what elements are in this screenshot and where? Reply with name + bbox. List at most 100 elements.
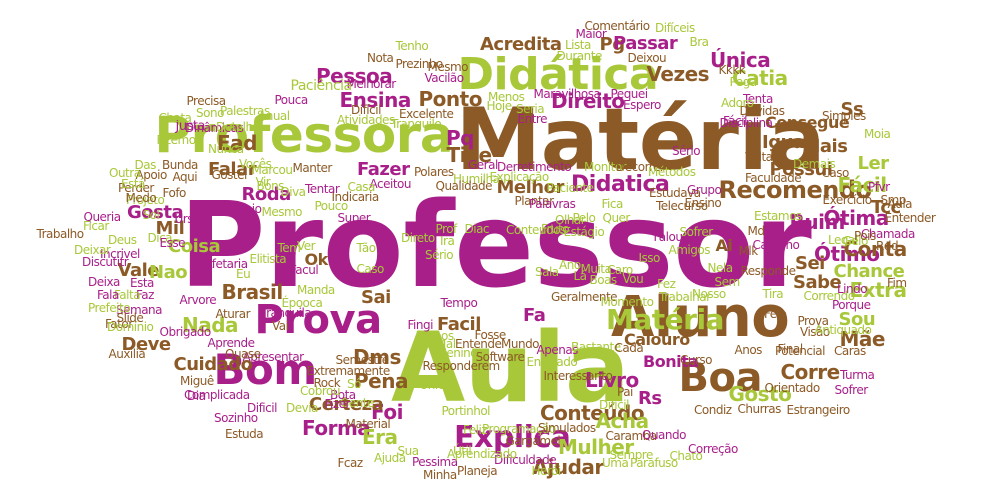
cloud-word: Estuda (225, 427, 264, 441)
cloud-word: Roda (241, 184, 292, 205)
cloud-word: Ai (715, 236, 733, 255)
cloud-word: Acredita (480, 34, 562, 55)
cloud-word: Fez (657, 277, 676, 291)
cloud-word: Sempre (609, 448, 654, 462)
cloud-word: Trabalho (36, 227, 85, 241)
cloud-word: Pequei (610, 87, 649, 101)
cloud-word: Vídeos (416, 329, 455, 343)
cloud-word: Igual (762, 132, 811, 153)
cloud-word: Rs (638, 388, 662, 409)
cloud-word: Ensinado (526, 355, 578, 369)
cloud-word: Mãe (839, 327, 886, 351)
cloud-word: Humilha (453, 172, 500, 186)
cloud-word: Aturar (215, 307, 251, 321)
cloud-word: Cuidado (173, 354, 253, 375)
cloud-word: Útil (453, 444, 472, 458)
cloud-word: Melhor (496, 177, 565, 198)
cloud-word: Pouco (314, 199, 349, 213)
cloud-word: Sua (397, 444, 420, 458)
cloud-word: Mil (155, 218, 185, 239)
cloud-word: Tentar (305, 182, 340, 196)
cloud-word: Pois (854, 229, 876, 243)
cloud-word: Difíceis (655, 21, 695, 35)
cloud-word: Professor (179, 176, 812, 314)
cloud-word: Deixou (627, 51, 667, 65)
cloud-word: Cobrou (300, 384, 340, 398)
cloud-word: Bom (213, 345, 318, 394)
cloud-word: Responderem (422, 359, 501, 373)
cloud-word: Voltar (745, 150, 777, 164)
cloud-word: Ead (217, 131, 257, 155)
cloud-word: Pena (354, 369, 408, 393)
cloud-word: Sala (535, 265, 559, 279)
cloud-word: Vocês (239, 157, 272, 171)
cloud-word: Tempo (440, 296, 478, 310)
cloud-word: Ler (857, 153, 890, 174)
cloud-word: Passar (613, 33, 678, 54)
cloud-word: Quase (225, 347, 261, 361)
cloud-word: Feliz (463, 423, 488, 437)
cloud-word: Discutitr (82, 255, 129, 269)
cloud-word: Dica (147, 231, 173, 245)
cloud-word: Rdd (876, 239, 899, 253)
cloud-word: Palestras (220, 104, 270, 118)
cloud-word: Trabalhar (659, 290, 711, 304)
cloud-word: Prof (435, 222, 458, 236)
cloud-word: Devia (286, 401, 318, 415)
cloud-word: Super (337, 211, 371, 225)
cloud-word: Material (345, 417, 391, 431)
cloud-word: Churras (737, 402, 782, 416)
cloud-word: Nela (707, 261, 734, 275)
cloud-word: Pega (729, 75, 758, 89)
cloud-word: Apresentar (242, 350, 305, 364)
cloud-word: Direito (551, 89, 625, 113)
cloud-word: Fruto (541, 222, 570, 236)
cloud-word: Maravilhosa (533, 87, 601, 101)
cloud-word: Nao (149, 262, 188, 283)
cloud-word: Tranquilo (391, 117, 442, 131)
cloud-word: Matéria (606, 303, 724, 336)
cloud-word: Fica (601, 197, 624, 211)
cloud-word: Nota (367, 51, 394, 65)
cloud-word: Anual (258, 109, 290, 123)
cloud-word: Ótimo (814, 242, 880, 266)
cloud-word: Palavras (529, 197, 576, 211)
cloud-word: Cada (614, 341, 644, 355)
cloud-word: Anos (734, 343, 763, 357)
cloud-word: Antiquado (814, 323, 872, 337)
cloud-word: Sei (795, 253, 825, 274)
cloud-word: Paciente (546, 181, 595, 195)
cloud-word: Apenas (536, 343, 579, 357)
cloud-word: Atividades (337, 113, 395, 127)
cloud-word: Pessima (412, 455, 458, 469)
cloud-word: Miguê (180, 374, 214, 388)
cloud-word: Faz (136, 288, 154, 302)
cloud-word: Quer (602, 211, 631, 225)
cloud-word: Aceitou (369, 177, 412, 191)
cloud-word: Mlk (738, 244, 759, 258)
cloud-word: Vacilão (424, 71, 465, 85)
cloud-word: Domínio (107, 320, 154, 334)
cloud-word: Simulados (538, 421, 596, 435)
cloud-word: Pelo (572, 211, 596, 225)
cloud-word: Olhar (555, 213, 586, 227)
cloud-word: Sai (361, 287, 391, 308)
cloud-word: Incrivel (100, 247, 140, 261)
cloud-word: Sem (714, 275, 741, 289)
cloud-word: Épooca (281, 296, 323, 310)
cloud-word: Caso (356, 262, 385, 276)
cloud-word: Fizer (324, 397, 351, 411)
cloud-word: Sofrer (834, 383, 869, 397)
cloud-word: Vou (622, 272, 644, 286)
cloud-word: Caderno (752, 238, 800, 252)
cloud-word: Gargamel (505, 434, 561, 448)
cloud-word: Manter (292, 161, 333, 175)
cloud-word: Gosta (127, 202, 184, 223)
cloud-word: Gente (340, 396, 374, 410)
cloud-word: Bastante (571, 340, 621, 354)
cloud-word: Curso (680, 353, 713, 367)
cloud-word: Ss (840, 99, 864, 120)
cloud-word: Sério (672, 144, 701, 158)
cloud-word: Software (475, 350, 525, 364)
